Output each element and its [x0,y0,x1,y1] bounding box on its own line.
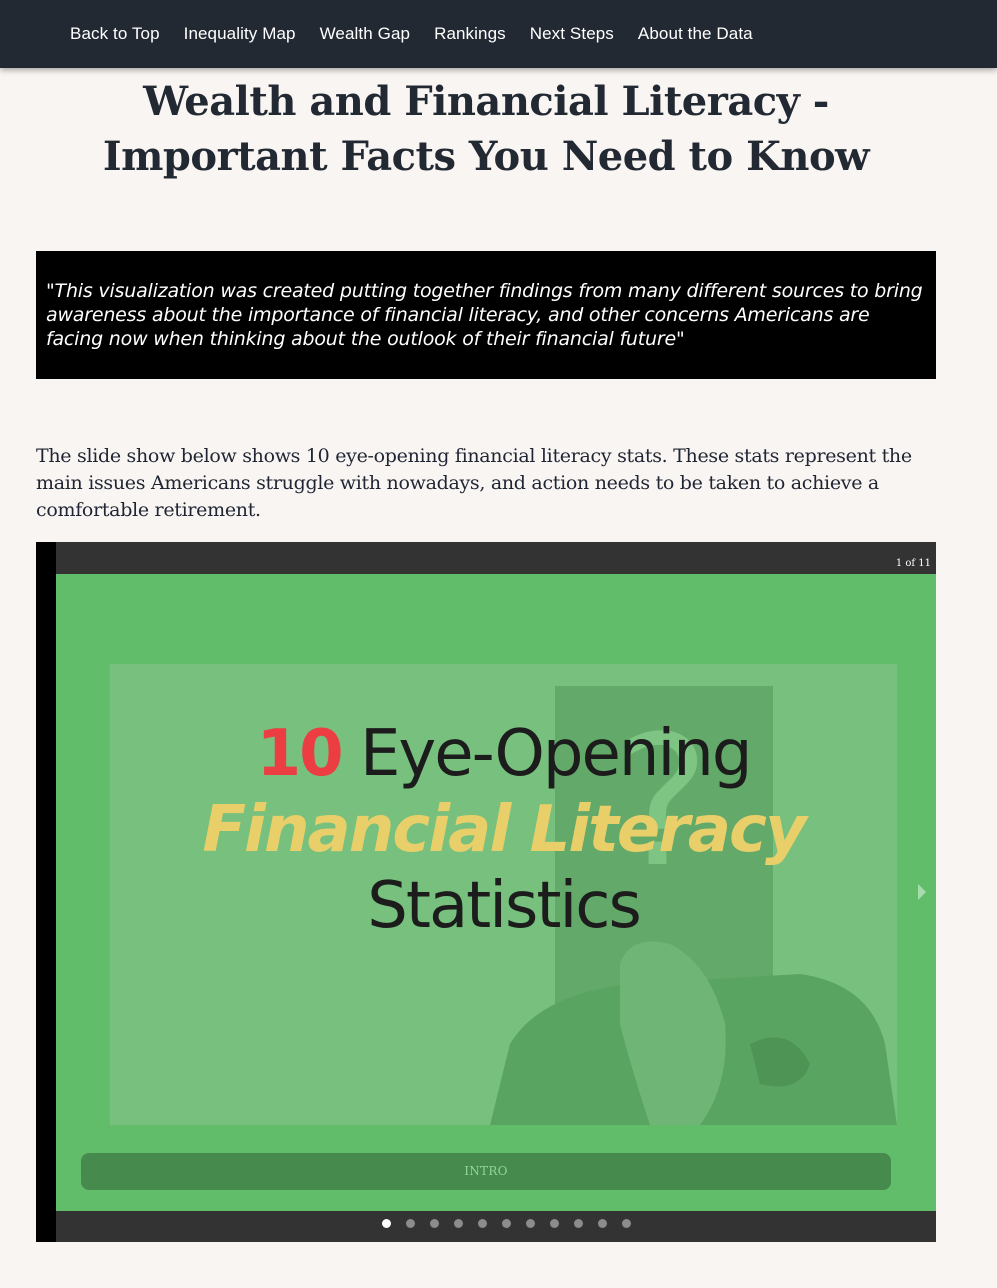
page-title: Wealth and Financial Literacy - Importan… [102,78,870,180]
slide-heading-line3: Statistics [367,869,642,943]
slide-dot[interactable] [429,1218,439,1228]
next-slide-arrow-icon[interactable] [918,884,926,900]
slideshow: 1 of 11 ? 10 Eye-Opening Financial Liter… [36,542,936,1242]
slide-dot[interactable] [381,1218,391,1228]
slide-counter: 1 of 11 [895,558,931,569]
slideshow-left-bar [36,542,56,1242]
nav-rankings[interactable]: Rankings [434,24,506,43]
intro-paragraph: The slide show below shows 10 eye-openin… [36,445,912,521]
quote-box: "This visualization was created putting … [36,251,936,379]
top-navbar: Back to Top Inequality Map Wealth Gap Ra… [0,0,997,68]
slide-dot[interactable] [477,1218,487,1228]
slide-pagination [36,1217,936,1229]
slide-dot[interactable] [621,1218,631,1228]
svg-text:?: ? [614,698,710,907]
nav-inequality-map[interactable]: Inequality Map [183,24,296,43]
nav-wealth-gap[interactable]: Wealth Gap [319,24,411,43]
slide-dot[interactable] [573,1218,583,1228]
slide-dot[interactable] [597,1218,607,1228]
slide-heading: 10 Eye-Opening Financial Literacy Statis… [110,716,897,944]
nav-next-steps[interactable]: Next Steps [529,24,614,43]
nav-about-the-data[interactable]: About the Data [637,24,753,43]
slide-dot[interactable] [501,1218,511,1228]
nav-back-to-top[interactable]: Back to Top [70,24,160,43]
slide-dot[interactable] [453,1218,463,1228]
slide-image: ? 10 Eye-Opening Financial Literacy Stat… [110,664,897,1125]
slide: ? 10 Eye-Opening Financial Literacy Stat… [56,574,936,1211]
slide-dot[interactable] [405,1218,415,1228]
slide-heading-line1: Eye-Opening [359,717,752,791]
slide-dot[interactable] [549,1218,559,1228]
slide-caption: INTRO [81,1153,891,1190]
slide-heading-line2: Financial Literacy [202,793,806,867]
person-holding-question-mark-photo: ? [110,664,897,1125]
slide-dot[interactable] [525,1218,535,1228]
quote-text: "This visualization was created putting … [46,280,923,350]
slide-heading-number: 10 [256,717,344,791]
